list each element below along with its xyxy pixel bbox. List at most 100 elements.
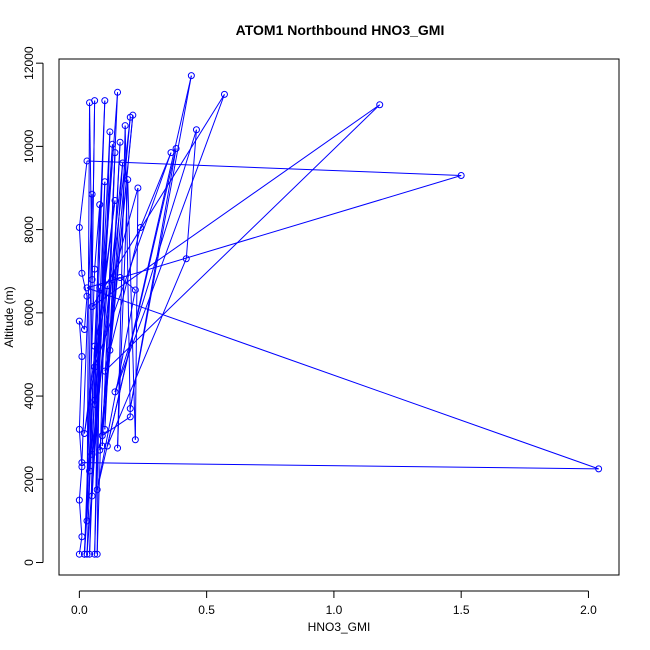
data-point [88,303,96,311]
data-point [131,286,139,294]
data-point [103,282,111,290]
x-axis-label: HNO3_GMI [308,620,371,634]
data-point [83,517,91,525]
series-line-segment [83,285,108,434]
data-point [103,442,111,450]
data-point [131,436,139,444]
y-tick-label: 0 [22,559,36,566]
series-line-segment [86,160,462,177]
series-line-segment [104,104,381,372]
data-point [83,292,91,300]
data-point [126,405,134,413]
series-line-segment [83,346,96,555]
data-point [83,157,91,165]
data-point [91,342,99,350]
data-point [595,465,603,473]
data-point [96,201,104,209]
series-line-segment [124,125,131,417]
series-line-segment [78,466,83,501]
data-point [101,425,109,433]
x-tick-label: 0.0 [71,603,88,617]
data-point [80,430,88,438]
data-point [83,284,91,292]
series-line-segment [86,285,108,555]
data-point [172,144,180,152]
series-line-segment [81,273,88,297]
series-line-segment [91,104,381,308]
data-point [86,467,94,475]
y-axis-label: Altitude (m) [2,286,16,347]
data-point [136,224,144,232]
data-point [91,400,99,408]
series-line-segment [134,187,139,440]
data-point [91,550,99,558]
y-tick-label: 6000 [22,299,36,326]
data-point [91,265,99,273]
data-point [78,533,86,541]
series-line-segment [94,204,101,270]
series-line-segment [78,356,83,430]
data-point [187,72,195,80]
series-line-segment [117,179,129,449]
axes: 0.0 0.5 1.0 1.5 2.0 0 2000 4000 6000 8000 10000 120… [22,46,597,617]
series-line-segment [89,100,96,471]
data-point [182,255,190,263]
data-point [93,550,101,558]
x-tick-label: 1.5 [453,603,470,617]
series-line-segment [86,175,462,289]
data-point [88,492,96,500]
data-point [119,159,127,167]
series-line-segment [111,187,139,280]
plot-frame [58,58,620,576]
data-point [88,190,96,198]
data-point [134,184,142,192]
data-point [114,88,122,96]
data-point [96,284,104,292]
data-point [124,176,132,184]
data-point [91,97,99,105]
data-point [93,486,101,494]
data-point [80,325,88,333]
data-point [129,111,137,119]
series-line-segment [106,258,187,447]
data-point [75,317,83,325]
series-line-segment [114,94,225,393]
series-line-segment [86,102,91,521]
data-point [78,353,86,361]
series-line-segment [94,152,172,368]
data-point [78,269,86,277]
series-line-segment [139,152,172,228]
series-line-segment [83,296,88,330]
data-point [75,224,83,232]
series-line-segment [78,320,85,330]
data-point [111,149,119,157]
data-point [101,97,109,105]
data-point [108,140,116,148]
plot-area [75,72,603,558]
data-point [75,425,83,433]
data-point [111,196,119,204]
series-line-segment [81,462,599,470]
data-point [121,122,129,130]
series-line-segment [106,75,192,447]
data-point [101,178,109,186]
data-point [101,367,109,375]
y-tick-label: 4000 [22,382,36,409]
data-point [114,444,122,452]
data-point [80,550,88,558]
data-point [457,172,465,180]
data-point [192,126,200,134]
series-line-segment [112,276,121,281]
y-tick-label: 10000 [22,129,36,163]
series-line-segment [91,94,225,307]
data-point [106,346,114,354]
data-point [86,550,94,558]
data-point [116,273,124,281]
series-line-segment [129,75,192,409]
data-point [88,450,96,458]
data-point [220,90,228,98]
data-point [78,463,86,471]
data-point [167,149,175,157]
data-point [96,446,104,454]
